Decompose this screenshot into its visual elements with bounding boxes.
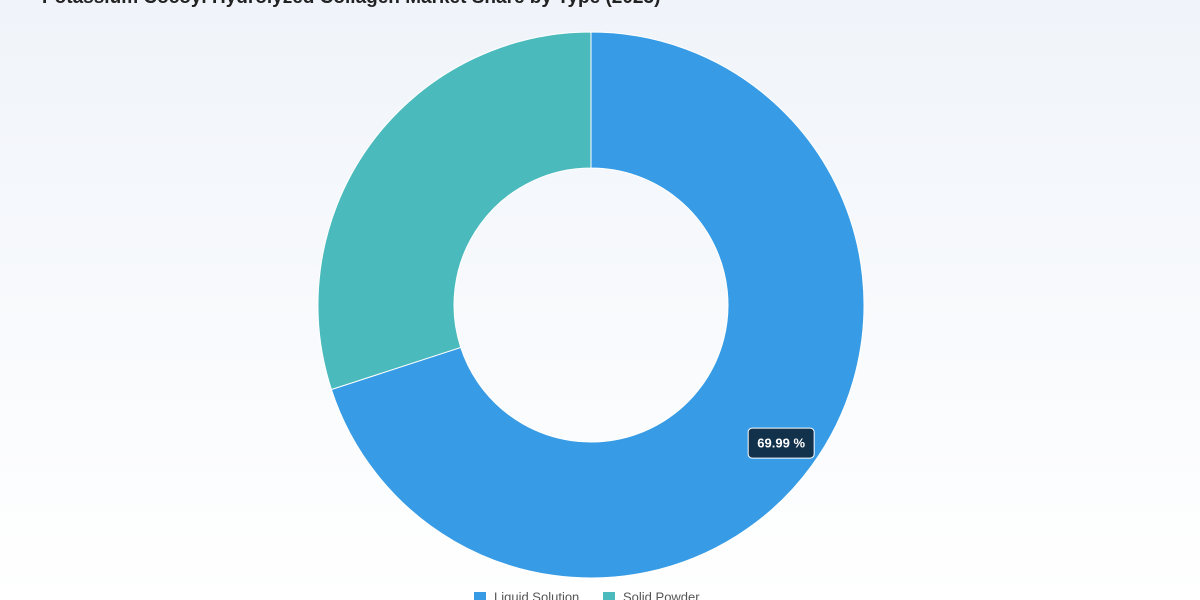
legend-swatch	[474, 592, 486, 600]
donut-slice	[330, 31, 865, 579]
data-label: 69.99 %	[747, 427, 815, 459]
legend-label: Liquid Solution	[494, 589, 579, 600]
data-label-text: 69.99 %	[757, 436, 805, 451]
legend-label: Solid Powder	[623, 589, 700, 600]
donut-slice	[317, 31, 592, 391]
legend-swatch	[603, 592, 615, 600]
chart-title: Potassium Cocoyl Hydrolyzed Collagen Mar…	[42, 0, 660, 8]
data-label-box	[747, 427, 815, 459]
